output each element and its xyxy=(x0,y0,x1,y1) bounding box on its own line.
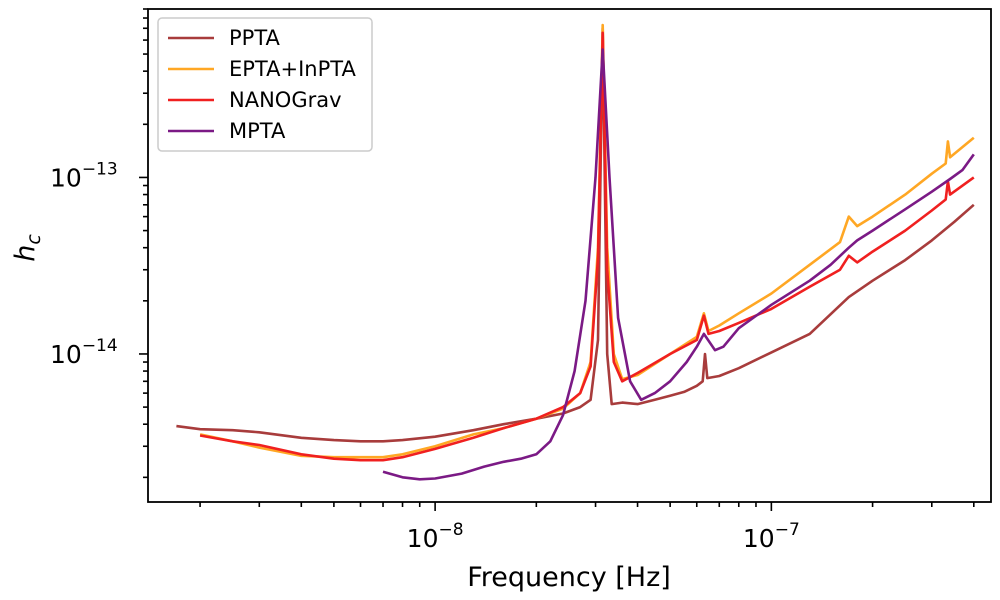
series-line-mpta xyxy=(382,48,975,481)
legend-frame xyxy=(157,17,373,152)
series-line-nanograv xyxy=(199,31,975,462)
legend-label: EPTA+InPTA xyxy=(229,57,356,81)
x-tick-label: 10−8 xyxy=(407,520,464,553)
legend-entry-mpta: MPTA xyxy=(168,119,286,143)
legend-entry-epta-inpta: EPTA+InPTA xyxy=(168,57,356,81)
x-axis-label: Frequency [Hz] xyxy=(467,562,671,593)
legend-label: PPTA xyxy=(229,26,281,50)
legend-entry-nanograv: NANOGrav xyxy=(168,88,342,112)
y-tick-label: 10−13 xyxy=(50,159,118,192)
y-tick-label: 10−14 xyxy=(50,336,118,369)
series-line-ppta xyxy=(176,27,975,443)
tick-labels: 10−8 10−7 10−14 10−13 xyxy=(50,159,800,553)
y-axis-label: hc xyxy=(10,234,45,262)
legend: PPTA EPTA+InPTA NANOGrav MPTA xyxy=(157,17,373,152)
legend-entry-ppta: PPTA xyxy=(168,26,281,50)
series-layer xyxy=(176,23,975,481)
legend-label: MPTA xyxy=(229,119,286,143)
legend-label: NANOGrav xyxy=(229,88,342,112)
x-tick-label: 10−7 xyxy=(743,520,800,553)
plot-frame xyxy=(147,8,992,503)
ticks-layer xyxy=(139,8,975,511)
